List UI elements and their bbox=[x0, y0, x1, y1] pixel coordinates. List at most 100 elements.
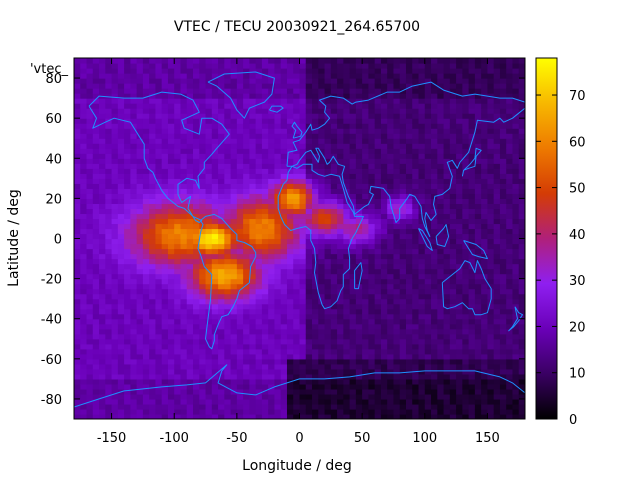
heatmap-cell bbox=[393, 183, 401, 189]
heatmap-cell bbox=[286, 263, 294, 270]
heatmap-cell bbox=[462, 163, 470, 169]
heatmap-cell bbox=[130, 333, 138, 340]
heatmap-cell bbox=[468, 268, 476, 275]
heatmap-cell bbox=[481, 253, 489, 260]
heatmap-cell bbox=[431, 363, 438, 370]
heatmap-cell bbox=[243, 88, 250, 94]
heatmap-cell bbox=[205, 323, 213, 330]
heatmap-cell bbox=[193, 393, 200, 400]
heatmap-cell bbox=[437, 103, 445, 109]
heatmap-cell bbox=[293, 103, 301, 109]
heatmap-cell bbox=[224, 283, 232, 290]
heatmap-cell bbox=[431, 228, 438, 235]
heatmap-cell bbox=[355, 373, 363, 380]
heatmap-cell bbox=[405, 88, 413, 94]
heatmap-cell bbox=[449, 313, 457, 320]
heatmap-cell bbox=[249, 98, 257, 104]
heatmap-cell bbox=[86, 393, 94, 400]
heatmap-cell bbox=[393, 238, 401, 245]
heatmap-cell bbox=[255, 288, 263, 295]
heatmap-cell bbox=[211, 263, 219, 270]
heatmap-cell bbox=[399, 318, 407, 325]
heatmap-cell bbox=[205, 223, 213, 230]
heatmap-cell bbox=[186, 138, 194, 144]
heatmap-cell bbox=[431, 78, 438, 84]
heatmap-cell bbox=[387, 363, 395, 370]
heatmap-cell bbox=[80, 278, 88, 285]
heatmap-cell bbox=[268, 328, 276, 335]
heatmap-cell bbox=[161, 403, 169, 410]
heatmap-cell bbox=[199, 108, 207, 114]
heatmap-cell bbox=[355, 273, 363, 280]
heatmap-cell bbox=[111, 338, 119, 345]
heatmap-cell bbox=[117, 313, 125, 320]
heatmap-cell bbox=[243, 118, 250, 124]
heatmap-cell bbox=[255, 68, 263, 74]
heatmap-cell bbox=[136, 163, 144, 169]
heatmap-cell bbox=[481, 378, 489, 385]
heatmap-cell bbox=[130, 358, 138, 365]
heatmap-cell bbox=[149, 258, 157, 265]
heatmap-cell bbox=[161, 313, 169, 320]
heatmap-cell bbox=[155, 268, 163, 275]
heatmap-cell bbox=[456, 258, 463, 265]
heatmap-cell bbox=[236, 173, 244, 179]
heatmap-cell bbox=[456, 318, 463, 325]
heatmap-cell bbox=[174, 268, 182, 275]
heatmap-cell bbox=[268, 373, 276, 380]
heatmap-cell bbox=[312, 68, 319, 74]
heatmap-cell bbox=[211, 283, 219, 290]
heatmap-cell bbox=[349, 183, 357, 189]
heatmap-cell bbox=[111, 98, 119, 104]
heatmap-cell bbox=[437, 348, 445, 355]
heatmap-cell bbox=[199, 133, 207, 139]
heatmap-cell bbox=[74, 83, 81, 89]
heatmap-cell bbox=[224, 208, 232, 215]
heatmap-cell bbox=[268, 388, 276, 395]
heatmap-cell bbox=[268, 358, 276, 365]
heatmap-cell bbox=[186, 243, 194, 250]
heatmap-cell bbox=[431, 123, 438, 129]
heatmap-cell bbox=[431, 248, 438, 255]
heatmap-cell bbox=[462, 193, 470, 199]
heatmap-cell bbox=[468, 353, 476, 360]
heatmap-cell bbox=[205, 338, 213, 345]
heatmap-cell bbox=[230, 278, 238, 285]
heatmap-cell bbox=[412, 398, 420, 405]
heatmap-cell bbox=[499, 373, 507, 380]
heatmap-cell bbox=[412, 273, 420, 280]
heatmap-cell bbox=[218, 133, 225, 139]
heatmap-cell bbox=[280, 313, 288, 320]
heatmap-cell bbox=[261, 153, 269, 159]
heatmap-cell bbox=[124, 138, 131, 144]
heatmap-cell bbox=[155, 198, 163, 204]
heatmap-cell bbox=[86, 138, 94, 144]
heatmap-cell bbox=[243, 178, 250, 184]
heatmap-cell bbox=[387, 188, 395, 194]
heatmap-cell bbox=[249, 348, 257, 355]
heatmap-cell bbox=[337, 383, 344, 390]
heatmap-cell bbox=[343, 293, 351, 300]
heatmap-cell bbox=[286, 198, 294, 204]
heatmap-cell bbox=[99, 128, 106, 134]
heatmap-cell bbox=[117, 178, 125, 184]
heatmap-cell bbox=[305, 103, 313, 109]
heatmap-cell bbox=[305, 228, 313, 235]
heatmap-cell bbox=[431, 128, 438, 134]
heatmap-cell bbox=[249, 408, 257, 415]
heatmap-cell bbox=[193, 68, 200, 74]
heatmap-cell bbox=[205, 153, 213, 159]
heatmap-cell bbox=[286, 173, 294, 179]
heatmap-cell bbox=[374, 268, 382, 275]
heatmap-cell bbox=[161, 373, 169, 380]
heatmap-cell bbox=[167, 143, 175, 149]
heatmap-cell bbox=[255, 193, 263, 199]
heatmap-cell bbox=[80, 148, 88, 154]
heatmap-cell bbox=[92, 293, 100, 300]
heatmap-cell bbox=[167, 378, 175, 385]
heatmap-cell bbox=[161, 173, 169, 179]
heatmap-cell bbox=[449, 203, 457, 210]
heatmap-cell bbox=[174, 258, 182, 265]
heatmap-cell bbox=[299, 268, 307, 275]
heatmap-cell bbox=[261, 293, 269, 300]
